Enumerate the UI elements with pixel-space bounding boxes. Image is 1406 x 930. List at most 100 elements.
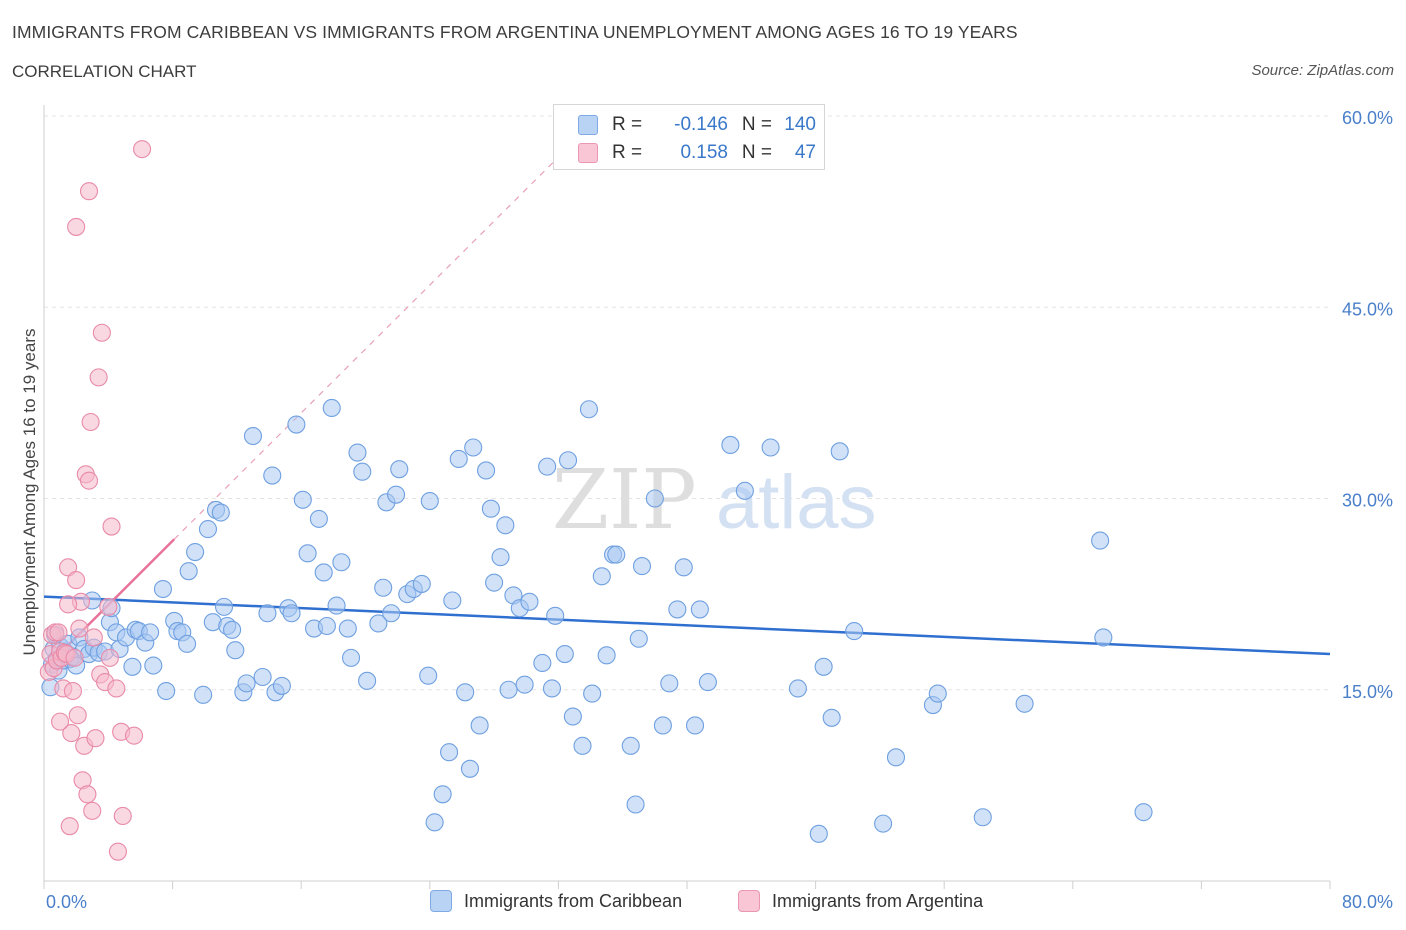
series-caribbean xyxy=(41,398,1153,843)
caribbean-point xyxy=(674,558,693,577)
points-layer xyxy=(39,140,1153,861)
x-tick-label: 80.0% xyxy=(1342,892,1393,912)
caribbean-point xyxy=(542,679,562,698)
trend-lines xyxy=(43,148,1331,666)
argentina-point xyxy=(133,140,152,159)
caribbean-point xyxy=(314,563,333,582)
series-argentina xyxy=(39,140,152,861)
caribbean-point xyxy=(243,426,263,446)
caribbean-point xyxy=(496,516,515,535)
argentina-point xyxy=(51,712,70,731)
caribbean-point xyxy=(721,435,740,455)
gridlines xyxy=(44,115,1330,691)
argentina-point xyxy=(60,817,79,836)
caribbean-point xyxy=(597,646,616,665)
bottom-legend-caribbean: Immigrants from Caribbean xyxy=(430,890,682,912)
caribbean-point xyxy=(632,557,652,576)
argentina-point xyxy=(79,182,99,201)
argentina-point xyxy=(65,648,84,667)
caribbean-point xyxy=(338,619,357,638)
caribbean-point xyxy=(533,653,552,673)
bottom-legend-label-argentina: Immigrants from Argentina xyxy=(772,890,984,911)
legend-r-label: R = xyxy=(612,142,643,163)
argentina-point xyxy=(108,842,127,861)
caribbean-point xyxy=(470,716,489,735)
argentina-point xyxy=(83,801,102,820)
caribbean-point xyxy=(141,623,160,642)
caribbean-point xyxy=(809,824,828,843)
caribbean-point xyxy=(563,707,582,726)
argentina-point xyxy=(92,323,111,342)
caribbean-point xyxy=(237,674,256,693)
argentina-point xyxy=(62,724,81,743)
caribbean-point xyxy=(1094,628,1113,647)
caribbean-point xyxy=(226,641,245,660)
caribbean-point xyxy=(645,489,664,508)
caribbean-point xyxy=(353,462,372,481)
caribbean-point xyxy=(1091,531,1110,550)
caribbean-point xyxy=(198,520,218,539)
argentina-point xyxy=(78,785,97,804)
caribbean-point xyxy=(592,567,611,586)
caribbean-point xyxy=(538,457,557,476)
caribbean-point xyxy=(690,600,709,619)
caribbean-point xyxy=(282,604,301,623)
argentina-point xyxy=(124,726,144,745)
caribbean-point xyxy=(425,813,444,832)
watermark: ZIP atlas xyxy=(552,453,877,548)
argentina-point xyxy=(86,729,105,748)
caribbean-point xyxy=(440,743,459,762)
caribbean-point xyxy=(555,644,574,664)
caribbean-point xyxy=(558,451,578,470)
caribbean-point xyxy=(272,676,291,695)
caribbean-point xyxy=(460,759,480,778)
caribbean-point xyxy=(390,460,409,479)
caribbean-point xyxy=(822,708,841,727)
caribbean-point xyxy=(348,443,367,462)
caribbean-point xyxy=(814,657,833,676)
caribbean-point xyxy=(685,716,705,735)
legend-r-value: -0.146 xyxy=(674,114,728,135)
caribbean-point xyxy=(211,503,230,522)
chart-subtitle: CORRELATION CHART xyxy=(12,62,197,81)
caribbean-point xyxy=(433,785,452,804)
caribbean-point xyxy=(263,466,282,485)
caribbean-point xyxy=(515,675,534,694)
caribbean-point xyxy=(123,657,142,676)
bottom-legend-swatch-caribbean xyxy=(430,890,452,912)
argentina-point xyxy=(99,597,118,616)
caribbean-point xyxy=(830,442,849,461)
caribbean-point xyxy=(735,481,754,500)
caribbean-point xyxy=(293,490,312,509)
caribbean-trend-line xyxy=(43,595,1331,656)
argentina-point xyxy=(68,706,87,725)
caribbean-point xyxy=(621,736,640,755)
argentina-point xyxy=(67,217,86,236)
caribbean-point xyxy=(358,671,377,690)
caribbean-point xyxy=(668,600,687,619)
x-tick-label: 0.0% xyxy=(46,892,87,912)
caribbean-point xyxy=(1015,694,1034,713)
legend-n-label: N = xyxy=(741,142,772,163)
caribbean-point xyxy=(443,591,462,610)
caribbean-point xyxy=(186,542,205,562)
y-tick-label: 30.0% xyxy=(1342,491,1393,511)
caribbean-point xyxy=(386,485,406,504)
caribbean-point xyxy=(178,634,197,653)
argentina-point xyxy=(102,517,121,536)
caribbean-point xyxy=(419,666,438,685)
caribbean-point xyxy=(464,438,483,457)
caribbean-point xyxy=(477,461,496,480)
argentina-point xyxy=(113,806,132,826)
axes xyxy=(43,105,1331,889)
caribbean-point xyxy=(761,438,780,457)
caribbean-point xyxy=(1134,803,1153,822)
caribbean-point xyxy=(214,597,234,616)
caribbean-point xyxy=(928,684,947,703)
caribbean-point xyxy=(309,509,328,528)
correlation-legend: R = -0.146 N = 140 R = 0.158 N = 47 xyxy=(553,104,825,170)
legend-r-label: R = xyxy=(612,114,643,135)
argentina-point xyxy=(59,595,78,614)
legend-n-label: N = xyxy=(741,114,772,135)
